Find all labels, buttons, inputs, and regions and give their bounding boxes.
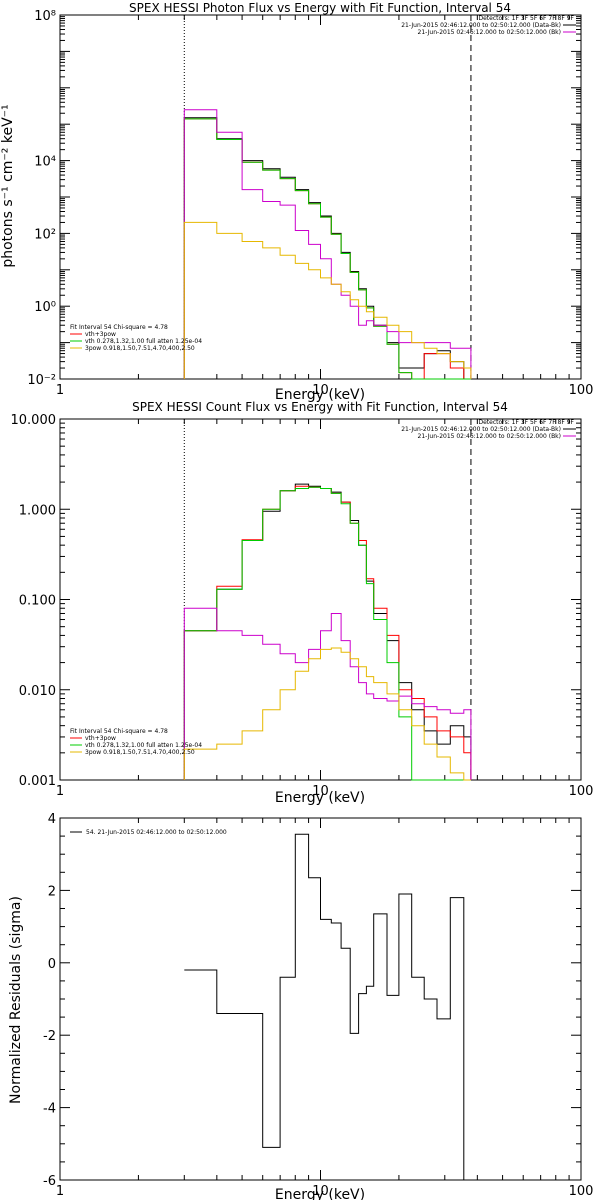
y-tick-label: 10⁰: [34, 300, 56, 315]
photon-legend-vth: vth 0.278,1.32,1.00 full atten 1.25e-04: [85, 338, 202, 345]
y-tick-label: 10⁸: [34, 9, 56, 24]
x-tick-label: 10: [312, 383, 329, 398]
y-tick-label: 10⁴: [34, 155, 56, 170]
series-line-1: [183, 118, 471, 380]
x-tick-label: 1: [56, 383, 64, 398]
y-tick-label: 0.001: [19, 774, 56, 789]
x-tick-label: 1: [56, 784, 64, 799]
y-tick-label: 0: [48, 957, 56, 972]
photon-plot-area: 1 10 100 10⁻² 10⁰ 10² 10⁴ 10⁸: [27, 9, 593, 398]
photon-panel-title: SPEX HESSI Photon Flux vs Energy with Fi…: [129, 1, 511, 15]
series-line-0: [183, 117, 471, 380]
residuals-panel-ylabel: Normalized Residuals (sigma): [8, 896, 24, 1104]
y-tick-label: 2: [48, 884, 56, 899]
count-panel-xlabel: Energy (keV): [275, 790, 365, 806]
series-line-4: [183, 647, 471, 781]
x-tick-label: 10: [312, 784, 329, 799]
y-tick-label: -4: [43, 1102, 56, 1117]
plot-frame: [59, 418, 582, 781]
photon-panel-xlabel: Energy (keV): [275, 387, 365, 403]
photon-flux-panel: SPEX HESSI Photon Flux vs Energy with Fi…: [0, 1, 593, 403]
y-tick-label: 1.000: [19, 503, 56, 518]
count-legend-bottom: Fit Interval 54 Chi-square = 4.78 vth+3p…: [70, 728, 202, 756]
y-tick-label: 4: [48, 812, 56, 827]
photon-legend-bottom: Fit Interval 54 Chi-square = 4.78 vth+3p…: [70, 324, 202, 352]
photon-legend-total: vth+3pow: [85, 331, 116, 338]
series-line-0: [184, 833, 471, 1181]
count-legend-total: vth+3pow: [85, 735, 116, 742]
count-plot-area: 1 10 100 0.001 0.010 0.100 1.000 10.000: [11, 413, 594, 799]
x-tick-label: 100: [569, 383, 594, 398]
series-line-1: [183, 485, 472, 780]
residuals-plot-area: 1 10 100 -6 -4 -2 0 2 4: [43, 812, 593, 1199]
count-panel-title: SPEX HESSI Count Flux vs Energy with Fit…: [132, 400, 508, 414]
residuals-legend-text: 54. 21-Jun-2015 02:46:12.000 to 02:50:12…: [86, 829, 227, 836]
x-tick-label: 10: [312, 1184, 329, 1199]
series-line-2: [183, 118, 471, 380]
count-legend-bk: 21-Jun-2015 02:46:12.000 to 02:50:12.000…: [418, 433, 561, 440]
y-tick-label: -2: [43, 1029, 56, 1044]
series-line-2: [183, 486, 471, 781]
series-line-4: [183, 221, 472, 379]
photon-legend-data-bk: 21-Jun-2015 02:46:12.000 to 02:50:12.000…: [401, 22, 561, 29]
residuals-legend: 54. 21-Jun-2015 02:46:12.000 to 02:50:12…: [70, 829, 227, 836]
series-line-0: [183, 483, 472, 780]
count-legend-fit: Fit Interval 54 Chi-square = 4.78: [70, 728, 168, 735]
count-legend-top: Detectors: 1F 3F 5F 6F 7F 8F 9F 21-Jun-2…: [401, 419, 576, 440]
plot-frame: [59, 817, 582, 1181]
y-tick-label: 10²: [34, 227, 56, 242]
y-tick-label: 10⁻²: [27, 373, 56, 388]
photon-legend-detectors: Detectors: 1F 3F 5F 6F 7F 8F 9F: [478, 15, 574, 22]
x-tick-label: 100: [569, 1184, 594, 1199]
series-line-3: [183, 607, 472, 780]
count-legend-detectors: Detectors: 1F 3F 5F 6F 7F 8F 9F: [478, 419, 574, 426]
count-legend-vth: vth 0.278,1.32,1.00 full atten 1.25e-04: [85, 742, 202, 749]
series-line-3: [183, 109, 472, 379]
photon-legend-bk: 21-Jun-2015 02:46:12.000 to 02:50:12.000…: [418, 29, 561, 36]
count-legend-data-bk: 21-Jun-2015 02:46:12.000 to 02:50:12.000…: [401, 426, 561, 433]
x-tick-label: 100: [569, 784, 594, 799]
y-tick-label: 0.100: [19, 594, 56, 609]
residuals-panel: Energy (keV) Normalized Residuals (sigma…: [8, 812, 593, 1200]
photon-legend-3pow: 3pow 0.918,1.50,7.51,4.70,400,2.50: [85, 345, 195, 352]
count-legend-3pow: 3pow 0.918,1.50,7.51,4.70,400,2.50: [85, 749, 195, 756]
count-flux-panel: SPEX HESSI Count Flux vs Energy with Fit…: [11, 400, 594, 806]
y-tick-label: -6: [43, 1174, 56, 1189]
photon-legend-fit: Fit Interval 54 Chi-square = 4.78: [70, 324, 168, 331]
x-tick-label: 1: [56, 1184, 64, 1199]
y-tick-label: 10.000: [11, 413, 57, 428]
photon-panel-ylabel: photons s⁻¹ cm⁻² keV⁻¹: [0, 104, 16, 267]
y-tick-label: 0.010: [19, 684, 56, 699]
photon-legend-top: Detectors: 1F 3F 5F 6F 7F 8F 9F 21-Jun-2…: [401, 15, 576, 36]
residuals-panel-xlabel: Energy (keV): [275, 1187, 365, 1200]
